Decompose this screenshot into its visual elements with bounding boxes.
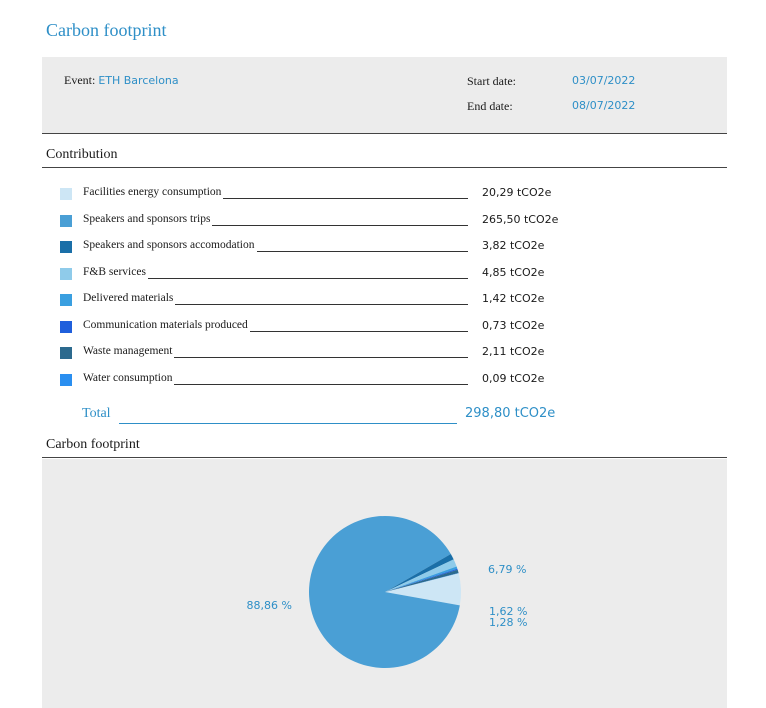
contribution-row: Waste management 2,11 tCO2e: [60, 345, 580, 361]
contribution-row: Speakers and sponsors accomodation 3,82 t…: [60, 239, 580, 255]
contribution-label: Facilities energy consumption: [83, 186, 222, 198]
legend-swatch: [60, 188, 72, 200]
contribution-row: Delivered materials 1,42 tCO2e: [60, 292, 580, 308]
pie-slice: [385, 553, 454, 592]
footprint-title: Carbon footprint: [46, 437, 140, 452]
pie-percent-label: 1,28 %: [489, 616, 527, 629]
contribution-value: 2,11 tCO2e: [482, 345, 545, 358]
pie-slice: [385, 569, 459, 592]
end-date-value: 08/07/2022: [572, 99, 636, 112]
contribution-label: Communication materials produced: [83, 318, 248, 331]
total-leader-line: [119, 423, 457, 424]
contribution-value: 1,42 tCO2e: [482, 292, 545, 305]
leader-line: [212, 224, 468, 226]
leader-line: [174, 357, 468, 358]
pie-percent-label: 1,62 %: [489, 605, 527, 618]
leader-line: [147, 277, 468, 279]
legend-swatch: [60, 347, 72, 359]
contribution-label: Waste management: [83, 345, 173, 357]
contribution-value: 265,50 tCO2e: [482, 212, 559, 226]
pie-chart-panel: 6,79 % 88,86 % 1,28 % 1,62 %: [42, 459, 727, 708]
contribution-label: Delivered materials: [83, 292, 174, 304]
pie-slice: [385, 566, 458, 592]
contribution-value: 4,85 tCO2e: [482, 265, 545, 279]
leader-line: [249, 330, 468, 332]
leader-line: [175, 304, 468, 305]
contribution-label: Speakers and sponsors accomodation: [83, 239, 255, 251]
event-label: Event:: [64, 73, 96, 87]
contribution-label: Speakers and sponsors trips: [83, 212, 211, 225]
pie-slice: [385, 573, 461, 606]
legend-swatch: [60, 294, 72, 306]
contribution-value: 0,09 tCO2e: [482, 371, 545, 385]
page-title: Carbon footprint: [46, 20, 167, 40]
legend-swatch: [60, 373, 72, 386]
pie-slice: [385, 573, 459, 592]
pie-slice: [309, 516, 460, 668]
leader-line: [256, 251, 468, 252]
contribution-divider: [42, 167, 727, 168]
legend-swatch: [60, 241, 72, 253]
leader-line: [223, 198, 468, 199]
contribution-row: Water consumption 0,09 tCO2e: [60, 372, 580, 388]
legend-swatch: [60, 267, 72, 280]
start-date-label: Start date:: [467, 74, 516, 88]
end-date-label: End date:: [467, 99, 513, 113]
contribution-value: 0,73 tCO2e: [482, 318, 545, 332]
contribution-title: Contribution: [46, 147, 118, 162]
pie-slice: [385, 559, 457, 592]
contribution-row: Communication materials produced 0,73 tCO…: [60, 319, 580, 335]
pie-slice: [385, 568, 458, 592]
total-row: Total 298,80 tCO2e: [82, 406, 582, 426]
contribution-row: Facilities energy consumption 20,29 tCO2e: [60, 186, 580, 202]
pie-percent-label: 88,86 %: [247, 599, 292, 612]
contribution-value: 3,82 tCO2e: [482, 239, 545, 252]
start-date-value: 03/07/2022: [572, 74, 636, 87]
contribution-label: Water consumption: [83, 371, 173, 384]
pie-chart: 6,79 % 88,86 % 1,28 %1,62 %: [247, 516, 527, 668]
contribution-row: Speakers and sponsors trips 265,50 tCO2e: [60, 213, 580, 229]
total-value: 298,80 tCO2e: [465, 406, 556, 421]
contribution-label: F&B services: [83, 265, 146, 278]
legend-swatch: [60, 320, 72, 333]
event-value: ETH Barcelona: [98, 74, 179, 87]
legend-swatch: [60, 214, 72, 227]
footprint-divider: [42, 457, 727, 458]
event-info-panel: Event: ETH Barcelona Start date: 03/07/2…: [42, 57, 727, 134]
contribution-value: 20,29 tCO2e: [482, 186, 552, 199]
pie-percent-label: 6,79 %: [488, 563, 526, 576]
event-field: Event: ETH Barcelona: [64, 73, 179, 88]
total-label: Total: [82, 406, 111, 421]
contribution-row: F&B services 4,85 tCO2e: [60, 266, 580, 282]
leader-line: [174, 383, 468, 385]
